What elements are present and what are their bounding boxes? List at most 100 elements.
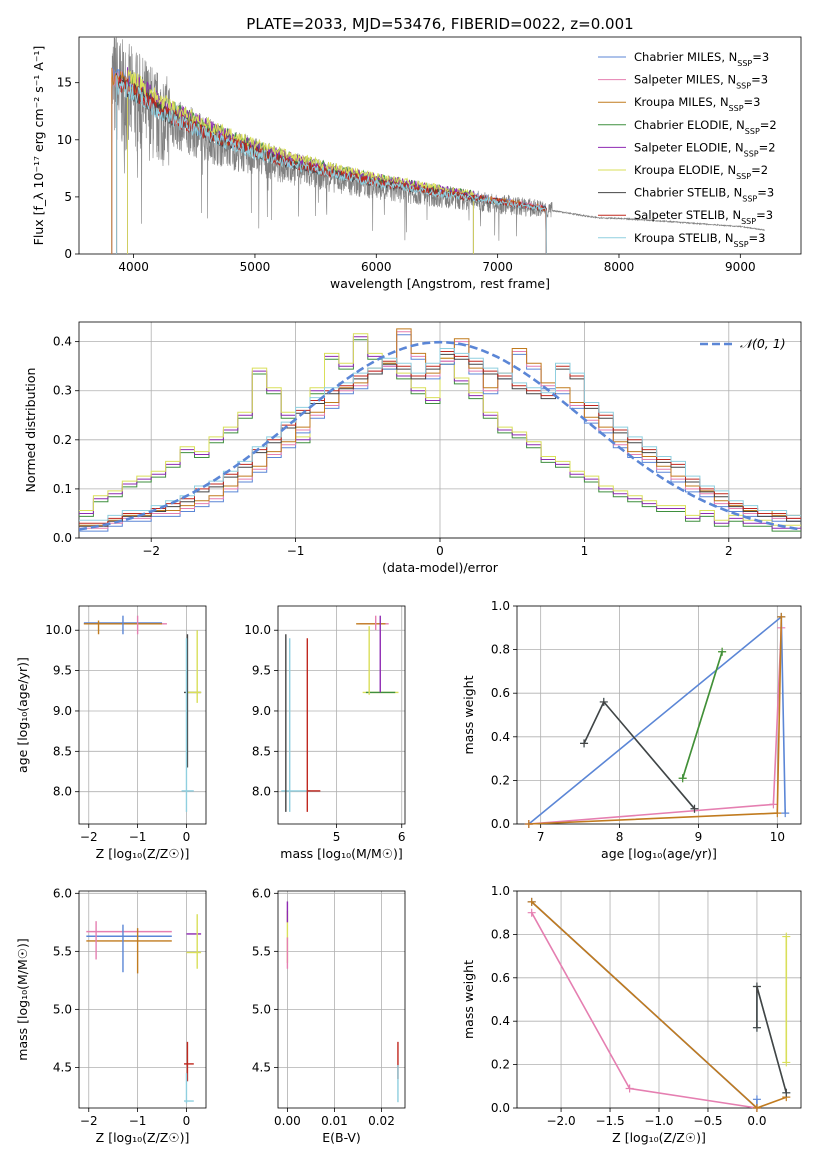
legend-label: 𝒩(0, 1) <box>740 336 786 351</box>
mass-vs-EBV-plot <box>286 901 399 1103</box>
x-tick-label: 9000 <box>725 260 756 274</box>
y-tick-label: 5 <box>64 190 72 204</box>
mass-weight-marker <box>782 1058 791 1067</box>
axes-frame <box>78 605 207 825</box>
y-tick-label: 15 <box>57 76 72 90</box>
y-tick-label: 5.0 <box>252 1002 271 1016</box>
x-tick-label: 5000 <box>240 260 271 274</box>
y-tick-label: 0.3 <box>53 384 72 398</box>
y-tick-label: 0.2 <box>491 1058 510 1072</box>
x-axis-label: Z [log₁₀(Z/Z☉)] <box>96 1130 190 1145</box>
legend-label: Chabrier MILES, NSSP=3 <box>634 50 769 68</box>
y-axis-label: age [log₁₀(age/yr)] <box>15 657 30 773</box>
mass-weight-marker <box>527 897 536 906</box>
age-vs-Z-plot <box>83 615 202 812</box>
y-tick-label: 1.0 <box>491 884 510 898</box>
x-tick-label: 5 <box>333 830 341 844</box>
axes-frame <box>78 36 802 255</box>
mass-weight-marker <box>524 820 533 828</box>
figure-title: PLATE=2033, MJD=53476, FIBERID=0022, z=0… <box>246 15 633 33</box>
mass-weight-line <box>531 912 758 1109</box>
model-spectrum <box>111 68 547 254</box>
legend-label: Salpeter MILES, NSSP=3 <box>634 73 768 91</box>
mass-weight-marker <box>690 804 699 813</box>
x-tick-label: 8 <box>616 830 624 844</box>
y-tick-label: 6.0 <box>252 886 271 900</box>
legend-label: Salpeter ELODIE, NSSP=2 <box>634 140 776 158</box>
x-axis-label: E(B-V) <box>322 1130 361 1145</box>
x-tick-label: −1.0 <box>644 1114 673 1128</box>
x-tick-label: 10 <box>770 830 785 844</box>
model-spectrum <box>111 67 547 254</box>
legend-label: Chabrier STELIB, NSSP=3 <box>634 186 774 204</box>
x-tick-label: −1 <box>129 1114 147 1128</box>
mass-weight-line <box>528 615 786 825</box>
x-tick-label: −1 <box>129 830 147 844</box>
y-tick-label: 9.5 <box>252 664 271 678</box>
residuals-plot <box>79 328 801 532</box>
x-tick-label: 1 <box>581 544 589 558</box>
mass-weight-marker <box>752 1023 761 1032</box>
x-tick-label: −2 <box>80 830 98 844</box>
mass-weight-marker <box>752 1095 761 1104</box>
y-tick-label: 0.1 <box>53 482 72 496</box>
y-tick-label: 8.5 <box>252 744 271 758</box>
histogram-step <box>79 333 801 526</box>
axes-frame <box>277 890 406 1109</box>
model-spectrum <box>116 75 547 254</box>
y-tick-label: 5.5 <box>252 944 271 958</box>
y-tick-label: 9.5 <box>53 664 72 678</box>
legend-label: Kroupa ELODIE, NSSP=2 <box>634 163 768 181</box>
x-tick-label: 2 <box>725 544 733 558</box>
x-tick-label: −1 <box>287 544 305 558</box>
x-tick-label: 0.02 <box>368 1114 395 1128</box>
spectrum-legend: Chabrier MILES, NSSP=3 Salpeter MILES, NS… <box>598 50 777 248</box>
x-tick-label: −0.5 <box>693 1114 722 1128</box>
y-tick-label: 9.0 <box>53 704 72 718</box>
mass-weight-marker <box>782 932 791 941</box>
x-tick-label: 9 <box>695 830 703 844</box>
x-axis-label: (data-model)/error <box>382 560 499 575</box>
mass-vs-Z-chart: −2 −1 0 4.5 5.0 5.5 6.0 Z [log₁₀(Z/Z☉)] mass [lo… <box>15 886 207 1145</box>
mass-weight-marker <box>781 809 790 818</box>
mass-weight-marker <box>599 697 608 706</box>
y-tick-label: 0.6 <box>491 686 510 700</box>
x-tick-label: 6000 <box>361 260 392 274</box>
mass-weight-marker <box>769 800 778 809</box>
y-tick-label: 4.5 <box>252 1060 271 1074</box>
x-tick-label: 0.0 <box>747 1114 766 1128</box>
age-vs-Z-chart: −2 −1 0 8.0 8.5 9.0 9.5 10.0 Z [log₁₀(Z/Z☉)] age … <box>15 605 207 861</box>
x-tick-label: 0 <box>183 1114 191 1128</box>
spectrum-chart: 4000 5000 6000 7000 8000 9000 0 5 10 15 wavelength… <box>31 36 802 291</box>
x-tick-label: −2 <box>142 544 160 558</box>
x-tick-label: 7000 <box>482 260 513 274</box>
mass-weight-marker <box>777 612 786 621</box>
y-tick-label: 10.0 <box>45 623 72 637</box>
normal-curve <box>79 340 801 531</box>
y-tick-label: 8.0 <box>252 785 271 799</box>
model-spectrum <box>116 75 547 254</box>
mass-weight-line <box>528 627 783 825</box>
mass-weight-marker <box>678 774 687 783</box>
y-tick-label: 0.0 <box>491 817 510 831</box>
age-vs-mass-plot <box>281 615 399 812</box>
y-axis-label: Flux [f_λ 10⁻¹⁷ erg cm⁻² s⁻¹ A⁻¹] <box>31 46 46 246</box>
axes-frame <box>78 321 802 539</box>
mass-weight-marker <box>527 908 536 917</box>
histogram-step <box>79 339 801 532</box>
legend-label: Kroupa STELIB, NSSP=3 <box>634 231 765 249</box>
x-tick-label: 0.01 <box>321 1114 348 1128</box>
y-tick-label: 0.2 <box>53 433 72 447</box>
y-tick-label: 0.8 <box>491 643 510 657</box>
y-tick-label: 0.6 <box>491 971 510 985</box>
y-tick-label: 0.8 <box>491 927 510 941</box>
legend-label: Salpeter STELIB, NSSP=3 <box>634 208 773 226</box>
y-axis-label: mass [log₁₀(M/M☉)] <box>15 938 30 1060</box>
x-tick-label: 0.00 <box>274 1114 301 1128</box>
y-axis-label: Normed distribution <box>23 368 38 493</box>
x-tick-label: −2 <box>80 1114 98 1128</box>
x-tick-label: 8000 <box>604 260 635 274</box>
y-tick-label: 9.0 <box>252 704 271 718</box>
observed-spectrum <box>111 37 765 241</box>
x-tick-label: 7 <box>537 830 545 844</box>
